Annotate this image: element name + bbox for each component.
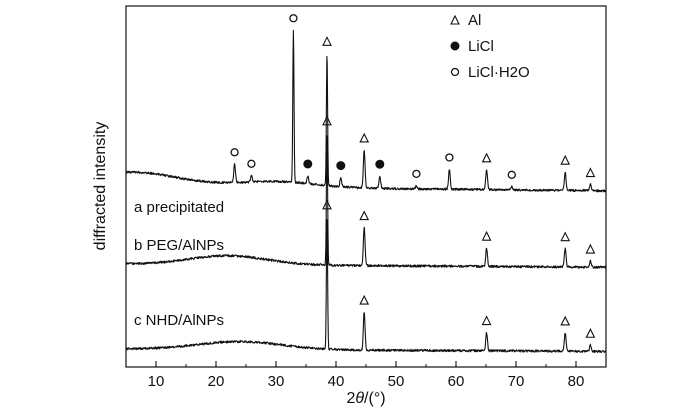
- x-axis-title-theta: θ: [355, 390, 364, 407]
- licl-h2o-peak-marker: [230, 148, 239, 157]
- trace-label-2: b PEG/AlNPs: [134, 237, 224, 254]
- x-tick-label: 80: [568, 373, 585, 390]
- trace-3: [125, 219, 607, 354]
- al-peak-marker: [359, 132, 370, 143]
- legend-filled-circle-icon: [450, 41, 460, 51]
- licl-peak-marker: [303, 159, 313, 169]
- y-axis-title: diffracted intensity: [92, 122, 109, 251]
- x-tick-label: 60: [448, 373, 465, 390]
- al-peak-marker: [481, 230, 492, 241]
- x-tick-label: 70: [508, 373, 525, 390]
- al-peak-marker: [322, 199, 332, 210]
- x-axis-title-prefix: 2: [346, 390, 355, 407]
- x-axis-title: 2θ/(°): [346, 390, 385, 407]
- al-peak-marker: [322, 115, 332, 126]
- al-peak-marker: [585, 243, 596, 254]
- licl-peak-marker: [336, 161, 346, 171]
- x-tick-label: 40: [328, 373, 345, 390]
- al-peak-marker: [481, 315, 492, 326]
- x-tick-label: 20: [208, 373, 225, 390]
- al-peak-marker: [481, 152, 492, 163]
- trace-label-1: a precipitated: [134, 199, 224, 216]
- licl-peak-marker: [375, 159, 385, 169]
- trace-labels: a precipitated b PEG/AlNPs c NHD/AlNPs: [134, 199, 224, 329]
- x-tick-label: 30: [268, 373, 285, 390]
- legend-open-circle-icon: [450, 67, 460, 77]
- x-axis-title-suffix: /(°): [364, 390, 386, 407]
- legend: Al LiCl LiCl·H2O: [450, 12, 530, 81]
- al-peak-marker: [359, 294, 370, 305]
- trace-label-3: c NHD/AlNPs: [134, 312, 224, 329]
- licl-h2o-peak-marker: [507, 170, 516, 179]
- legend-label: LiCl·H2O: [468, 64, 530, 81]
- legend-label: LiCl: [468, 38, 494, 55]
- al-peak-marker: [560, 315, 571, 326]
- al-peak-marker: [560, 231, 571, 242]
- x-tick-label: 50: [388, 373, 405, 390]
- licl-h2o-peak-marker: [289, 14, 298, 23]
- al-peak-marker: [585, 167, 596, 178]
- x-tick-label: 10: [148, 373, 165, 390]
- legend-triangle-icon: [450, 14, 460, 25]
- x-axis: 10 20 30 40 50 60 70 80: [125, 361, 607, 390]
- peak-markers: [230, 14, 596, 338]
- al-peak-marker: [322, 36, 332, 46]
- legend-label: Al: [468, 12, 481, 29]
- licl-h2o-peak-marker: [412, 169, 421, 179]
- al-peak-marker: [560, 154, 571, 165]
- licl-h2o-peak-marker: [445, 153, 454, 162]
- trace-2: [125, 135, 607, 269]
- licl-h2o-peak-marker: [247, 159, 256, 168]
- trace-1: [125, 29, 607, 193]
- al-peak-marker: [585, 328, 596, 338]
- traces: [125, 29, 607, 354]
- al-peak-marker: [359, 210, 370, 221]
